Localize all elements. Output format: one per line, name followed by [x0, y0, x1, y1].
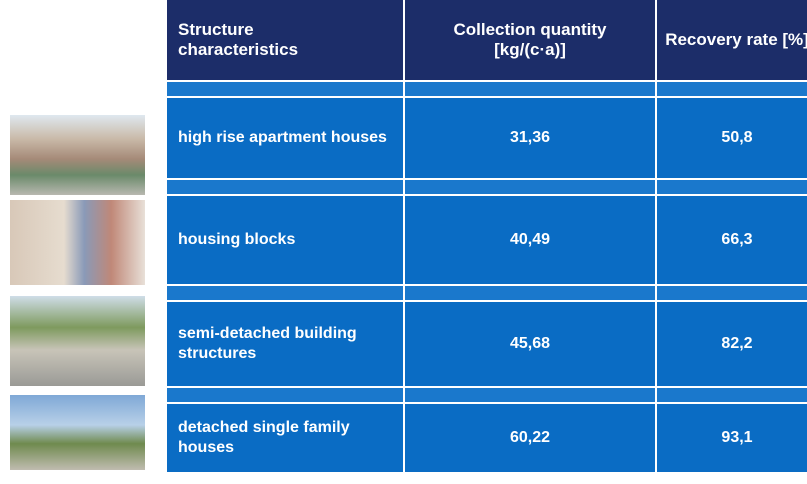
table-cell-text: housing blocks: [178, 230, 295, 250]
spacer-cell: [167, 180, 403, 194]
table-cell: 60,22: [405, 404, 655, 472]
table-cell-text: 82,2: [721, 334, 752, 354]
spacer-cell: [657, 82, 807, 96]
table-cell-text: detached single family houses: [178, 418, 393, 458]
table-cell: 82,2: [657, 302, 807, 386]
table-cell: 66,3: [657, 196, 807, 284]
spacer-cell: [405, 180, 655, 194]
table-cell: high rise apartment houses: [167, 98, 403, 178]
table-cell-text: 50,8: [721, 128, 752, 148]
table-cell-text: semi-detached building structures: [178, 324, 393, 364]
table-cell: 40,49: [405, 196, 655, 284]
table-cell: semi-detached building structures: [167, 302, 403, 386]
table-cell-text: 31,36: [510, 128, 550, 148]
table-cell: 50,8: [657, 98, 807, 178]
header-cell-text: Recovery rate [%]: [665, 30, 807, 50]
spacer-cell: [167, 82, 403, 96]
table-cell: 45,68: [405, 302, 655, 386]
header-cell: Collection quantity [kg/(c·a)]: [405, 0, 655, 80]
header-cell-text: Structure characteristics: [178, 20, 338, 60]
table-cell-text: 93,1: [721, 428, 752, 448]
table-cell-text: 45,68: [510, 334, 550, 354]
header-cell: Recovery rate [%]: [657, 0, 807, 80]
spacer-cell: [405, 388, 655, 402]
spacer-cell: [405, 286, 655, 300]
table-cell-text: 60,22: [510, 428, 550, 448]
slide: Structure characteristics Collection quan…: [0, 0, 807, 484]
spacer-cell: [167, 286, 403, 300]
photo-housing-blocks: [10, 200, 145, 285]
table-cell-text: high rise apartment houses: [178, 128, 387, 148]
table-cell-text: 66,3: [721, 230, 752, 250]
spacer-cell: [657, 286, 807, 300]
photo-semi-detached: [10, 296, 145, 386]
spacer-cell: [657, 388, 807, 402]
table-cell: housing blocks: [167, 196, 403, 284]
table-cell: detached single family houses: [167, 404, 403, 472]
header-cell: Structure characteristics: [167, 0, 403, 80]
header-cell-text: Collection quantity [kg/(c·a)]: [425, 20, 635, 60]
spacer-cell: [167, 388, 403, 402]
table-cell: 93,1: [657, 404, 807, 472]
photo-high-rise: [10, 115, 145, 195]
spacer-cell: [405, 82, 655, 96]
table-cell-text: 40,49: [510, 230, 550, 250]
photo-detached: [10, 395, 145, 470]
table-cell: 31,36: [405, 98, 655, 178]
spacer-cell: [657, 180, 807, 194]
